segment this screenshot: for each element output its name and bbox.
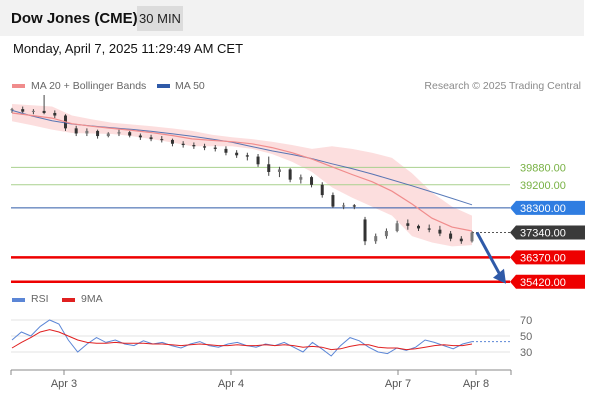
candle-body	[117, 132, 121, 134]
candle-body	[256, 156, 260, 165]
ma50-legend-swatch	[157, 84, 170, 88]
candle-body	[427, 228, 431, 230]
candle-body	[320, 184, 324, 196]
candle-body	[470, 232, 474, 242]
candle-body	[331, 195, 335, 207]
candle-body	[31, 110, 35, 112]
candle-body	[170, 139, 174, 144]
candle-body	[395, 223, 399, 231]
candle-body	[224, 148, 228, 153]
candle-body	[128, 132, 132, 136]
forecast-arrow-shaft	[475, 231, 502, 276]
candle-body	[288, 169, 292, 180]
candle-body	[160, 139, 164, 141]
timeframe-button[interactable]: 30 MIN	[137, 6, 183, 31]
bollinger-band-area	[12, 104, 472, 247]
credit-text: Research © 2025 Trading Central	[424, 80, 581, 92]
rsi-level-label-50: 50	[520, 331, 532, 343]
rsi-level-label-30: 30	[520, 347, 532, 359]
header-bar	[0, 0, 584, 36]
rsi-legend-label: RSI	[31, 293, 49, 305]
ma50-legend-label: MA 50	[175, 80, 205, 92]
level-label-39880.00: 39880.00	[520, 162, 566, 174]
candle-body	[85, 130, 89, 134]
rsi-legend-swatch	[12, 298, 25, 302]
x-tick-label: Apr 8	[463, 378, 489, 390]
candle-body	[10, 109, 14, 111]
candle-body	[181, 143, 185, 146]
x-tick-label: Apr 4	[218, 378, 244, 390]
level-tag-35420.00	[510, 274, 585, 289]
candle-body	[438, 229, 442, 234]
level-label-39200.00: 39200.00	[520, 180, 566, 192]
candle-body	[96, 130, 100, 137]
candle-body	[417, 225, 421, 229]
level-tag-36370.00	[510, 250, 585, 265]
level-tag-38300.00	[510, 200, 585, 215]
bb-legend-swatch	[12, 84, 25, 88]
level-label-38300.00: 38300.00	[520, 203, 566, 215]
rsi-ma-legend-swatch	[62, 298, 75, 302]
x-tick-label: Apr 7	[385, 378, 411, 390]
candle-body	[106, 133, 110, 137]
level-tag-39880.00	[510, 160, 585, 175]
candle-body	[192, 145, 196, 147]
candle-body	[363, 219, 367, 242]
candle-body	[277, 169, 281, 172]
level-label-36370.00: 36370.00	[520, 252, 566, 264]
candle-body	[299, 177, 303, 180]
candle-body	[138, 135, 142, 138]
candle-body	[74, 128, 78, 134]
candle-body	[310, 177, 314, 185]
candle-body	[267, 164, 271, 172]
candle-body	[235, 152, 239, 156]
rsi-ma-line	[11, 329, 473, 351]
candle-body	[53, 112, 57, 116]
candle-body	[449, 233, 453, 239]
level-tag-37340.00	[510, 225, 585, 240]
candle-body	[42, 110, 46, 113]
forecast-arrow-head	[493, 268, 506, 284]
candle-body	[203, 146, 207, 148]
candle-body	[149, 137, 153, 140]
timestamp: Monday, April 7, 2025 11:29:49 AM CET	[13, 41, 244, 56]
ma20-line	[11, 112, 473, 232]
instrument-title: Dow Jones (CME)	[11, 10, 138, 27]
level-label-35420.00: 35420.00	[520, 277, 566, 289]
candle-body	[245, 155, 249, 157]
level-label-37340.00: 37340.00	[520, 228, 566, 240]
candle-body	[342, 205, 346, 207]
candle-body	[213, 147, 217, 149]
candle-body	[352, 205, 356, 207]
bb-legend-label: MA 20 + Bollinger Bands	[31, 80, 147, 92]
candle-body	[459, 238, 463, 242]
rsi-level-label-70: 70	[520, 315, 532, 327]
candle-body	[21, 109, 25, 112]
rsi-ma-legend-label: 9MA	[81, 293, 103, 305]
x-tick-label: Apr 3	[51, 378, 77, 390]
candle-body	[384, 230, 388, 237]
level-tag-39200.00	[510, 177, 585, 192]
candle-body	[406, 223, 410, 226]
rsi-line	[11, 319, 473, 357]
candle-body	[374, 236, 378, 242]
